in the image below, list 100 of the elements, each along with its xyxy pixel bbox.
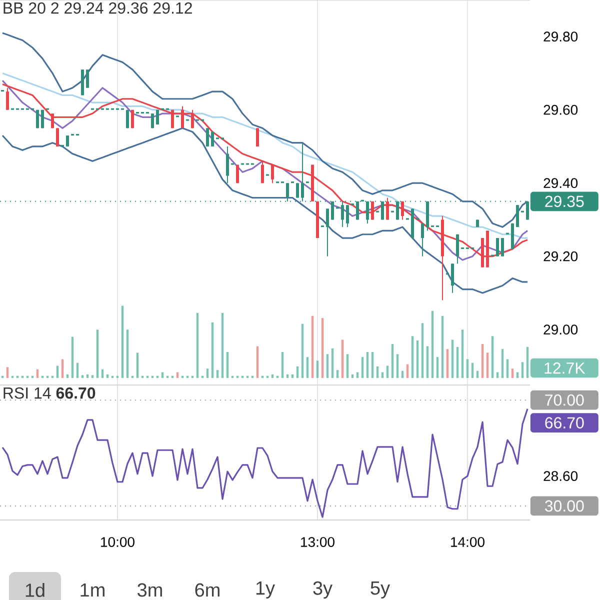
bar [136,352,139,378]
bar [176,372,179,378]
y-tick-label: 29.00 [544,324,578,335]
text: 66.70 [545,417,584,428]
candlestick [261,160,264,184]
bar [526,346,529,378]
y-tick-label: 29.40 [544,178,578,188]
text: 3m [138,583,162,597]
bar [416,340,419,378]
chart-title: BB 20 2 29.24 29.36 29.12 [4,2,192,14]
bar [71,336,74,378]
chart-title: RSI 14 66.70 [4,387,96,399]
text: 1d [26,583,44,597]
bar [161,372,164,378]
bar [221,312,224,378]
bar [296,366,299,378]
bar [411,336,414,378]
bar [256,346,259,378]
text: 5y [370,581,390,599]
bar [346,354,349,378]
bar [96,330,99,378]
candlestick [451,263,454,294]
ref-line-label: 29.35 [545,196,584,208]
bar [361,357,364,378]
bar [61,359,64,378]
bar [326,354,329,378]
bar [506,359,509,378]
bar [491,336,494,378]
bar [446,349,449,378]
bar [311,316,314,378]
bar [456,346,459,378]
text: 1m [80,583,104,597]
y-tick-label: 28.60 [544,471,578,482]
bar [211,322,214,378]
bar [436,357,439,378]
bar [501,349,504,378]
bar [481,344,484,378]
candlestick [271,164,274,184]
bar [306,357,309,378]
text: 1y [256,581,276,599]
bar [91,375,94,378]
bar [316,360,319,378]
bar [426,346,429,378]
bar [421,323,424,378]
bar [451,340,454,378]
bar [486,352,489,378]
bar [336,370,339,378]
candlestick [226,146,230,184]
bar [206,368,209,378]
bar [511,368,514,378]
bar [356,372,359,378]
bar [371,352,374,378]
bar [76,362,79,378]
bar [56,366,59,378]
bar [441,316,444,378]
bar [331,348,334,378]
bar [431,310,434,378]
text: 6m [195,583,220,597]
text: 3y [313,581,333,599]
bar [471,362,474,378]
y-tick-label: 29.60 [544,104,578,115]
bar [521,362,524,378]
ref-line-label: 30.00 [544,500,584,512]
bar [126,330,129,378]
candlestick [421,222,424,257]
bar [386,366,389,378]
candlestick [401,200,404,220]
bar [216,370,219,378]
y-tick-label: 29.20 [544,251,578,262]
bar [196,312,199,378]
candlestick [326,208,329,257]
bar [496,372,499,378]
bar [121,306,124,378]
ref-line-label: 70.00 [545,394,584,406]
bar [226,352,229,378]
x-tick-label: 13:00 [301,537,334,547]
bar [366,352,369,378]
bar [381,372,384,378]
x-tick-label: 14:00 [451,537,484,547]
candlestick [191,109,194,129]
x-tick-label: 10:00 [101,537,134,547]
y-tick-label: 29.80 [544,32,578,42]
bar [376,366,379,378]
candlestick [386,197,390,220]
candlestick [6,87,9,110]
bar [301,324,304,378]
text: 12.7K [544,362,586,374]
bar [391,344,394,378]
bar [281,352,284,378]
bar [516,372,519,378]
bar [461,330,464,378]
bar [321,318,324,378]
bar [466,359,469,378]
bar [81,375,84,378]
bar [396,354,399,378]
candlestick [181,106,184,129]
bar [6,367,9,378]
candlestick [456,234,460,264]
candlestick [346,204,350,228]
bar [341,340,344,378]
